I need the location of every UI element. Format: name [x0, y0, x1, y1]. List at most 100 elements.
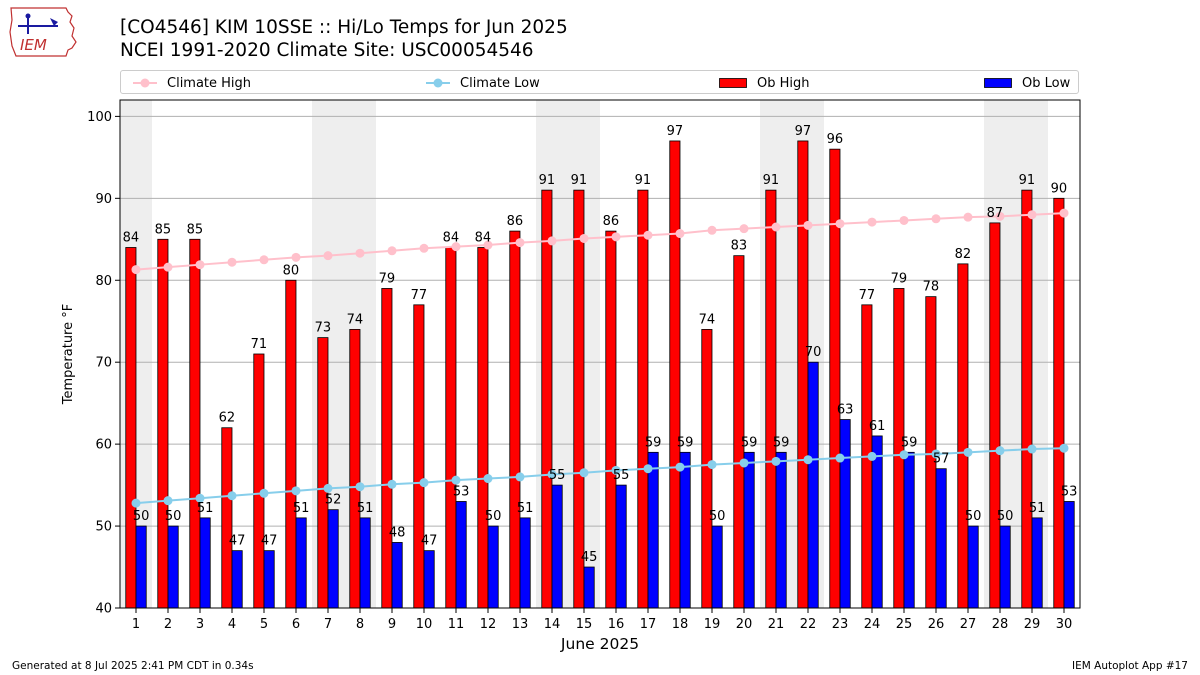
climate-low-point — [867, 451, 877, 461]
chart-subtitle: NCEI 1991-2020 Climate Site: USC00054546 — [120, 40, 534, 61]
climate-low-point — [707, 460, 717, 470]
ob-high-bar — [381, 288, 393, 609]
x-tick-label: 3 — [196, 617, 204, 632]
climate-high-point — [931, 214, 941, 224]
ob-high-label: 97 — [795, 124, 812, 139]
climate-low-point — [419, 478, 429, 488]
ob-low-label: 59 — [773, 435, 790, 450]
climate-high-point — [1059, 208, 1069, 218]
ob-low-bar — [551, 484, 563, 609]
ob-low-label: 51 — [293, 501, 310, 516]
climate-high-point — [963, 212, 973, 222]
climate-low-point — [963, 447, 973, 457]
ob-low-bar — [135, 525, 147, 609]
x-tick-label: 23 — [832, 617, 849, 632]
ob-low-bar — [711, 525, 723, 609]
x-axis-label: June 2025 — [560, 635, 639, 653]
ob-high-bar — [573, 189, 585, 609]
ob-low-bar — [807, 361, 819, 609]
ob-high-bar — [221, 427, 233, 609]
climate-high-point — [867, 217, 877, 227]
climate-high-point — [899, 215, 909, 225]
x-tick-label: 15 — [576, 617, 593, 632]
ob-high-label: 79 — [379, 271, 396, 286]
ob-low-label: 51 — [357, 501, 374, 516]
ob-high-label: 87 — [987, 206, 1004, 221]
ob-low-bar — [327, 509, 339, 609]
ob-low-bar — [839, 419, 851, 609]
ob-high-bar — [1053, 197, 1065, 609]
y-tick-label: 100 — [87, 110, 112, 125]
climate-low-point — [195, 493, 205, 503]
x-tick-label: 6 — [292, 617, 300, 632]
ob-low-bar — [1031, 517, 1043, 609]
ob-low-bar — [359, 517, 371, 609]
ob-low-label: 50 — [965, 509, 982, 524]
ob-low-label: 51 — [1029, 501, 1046, 516]
x-tick-label: 19 — [704, 617, 721, 632]
ob-low-label: 51 — [197, 501, 214, 516]
climate-low-point — [515, 472, 525, 482]
climate-high-point — [995, 211, 1005, 221]
climate-high-point — [803, 220, 813, 230]
ob-low-bar — [999, 525, 1011, 609]
x-tick-label: 5 — [260, 617, 268, 632]
climate-low-swatch — [426, 78, 450, 88]
ob-low-bar — [775, 451, 787, 609]
ob-high-label: 84 — [443, 230, 460, 245]
y-axis-label: Temperature °F — [61, 304, 76, 405]
x-tick-label: 26 — [928, 617, 945, 632]
y-tick-label: 80 — [95, 274, 112, 289]
x-tick-label: 14 — [544, 617, 561, 632]
ob-low-label: 47 — [261, 534, 278, 549]
ob-high-bar — [509, 230, 521, 609]
climate-low-point — [131, 498, 141, 508]
x-tick-label: 11 — [448, 617, 465, 632]
ob-high-label: 91 — [763, 173, 780, 188]
ob-low-label: 53 — [1061, 484, 1078, 499]
ob-high-label: 97 — [667, 124, 684, 139]
ob-high-label: 80 — [283, 263, 300, 278]
legend-ob-low: Ob Low — [984, 74, 1070, 92]
climate-low-point — [739, 458, 749, 468]
ob-high-label: 82 — [955, 247, 972, 262]
ob-high-label: 90 — [1051, 181, 1068, 196]
climate-high-line — [135, 212, 1065, 271]
ob-low-label: 55 — [549, 468, 566, 483]
ob-high-label: 91 — [1019, 173, 1036, 188]
climate-low-point — [259, 488, 269, 498]
climate-high-point — [163, 262, 173, 272]
ob-low-bar — [455, 501, 467, 609]
x-tick-label: 9 — [388, 617, 396, 632]
x-tick-label: 29 — [1024, 617, 1041, 632]
climate-high-point — [771, 222, 781, 232]
ob-high-label: 74 — [347, 312, 364, 327]
climate-low-line — [135, 447, 1065, 505]
ob-low-bar — [391, 542, 403, 609]
footer-generated: Generated at 8 Jul 2025 2:41 PM CDT in 0… — [12, 660, 254, 672]
ob-high-bar — [989, 222, 1001, 609]
ob-high-bar — [413, 304, 425, 609]
ob-low-label: 51 — [517, 501, 534, 516]
climate-low-point — [547, 469, 557, 479]
ob-low-bar — [935, 468, 947, 609]
ob-high-bar — [829, 148, 841, 609]
climate-low-point — [643, 464, 653, 474]
x-tick-label: 16 — [608, 617, 625, 632]
x-tick-label: 17 — [640, 617, 657, 632]
climate-high-point — [259, 255, 269, 265]
climate-low-point — [835, 453, 845, 463]
ob-high-bar — [285, 279, 297, 609]
ob-low-bar — [519, 517, 531, 609]
climate-high-point — [323, 251, 333, 261]
ob-low-label: 50 — [709, 509, 726, 524]
ob-low-label: 47 — [229, 534, 246, 549]
legend-ob-high: Ob High — [719, 74, 810, 92]
y-tick-label: 50 — [95, 520, 112, 535]
ob-high-label: 91 — [635, 173, 652, 188]
x-tick-label: 1 — [132, 617, 140, 632]
ob-low-bar — [647, 451, 659, 609]
x-tick-label: 21 — [768, 617, 785, 632]
ob-low-label: 59 — [901, 435, 918, 450]
ob-high-bar — [317, 337, 329, 609]
